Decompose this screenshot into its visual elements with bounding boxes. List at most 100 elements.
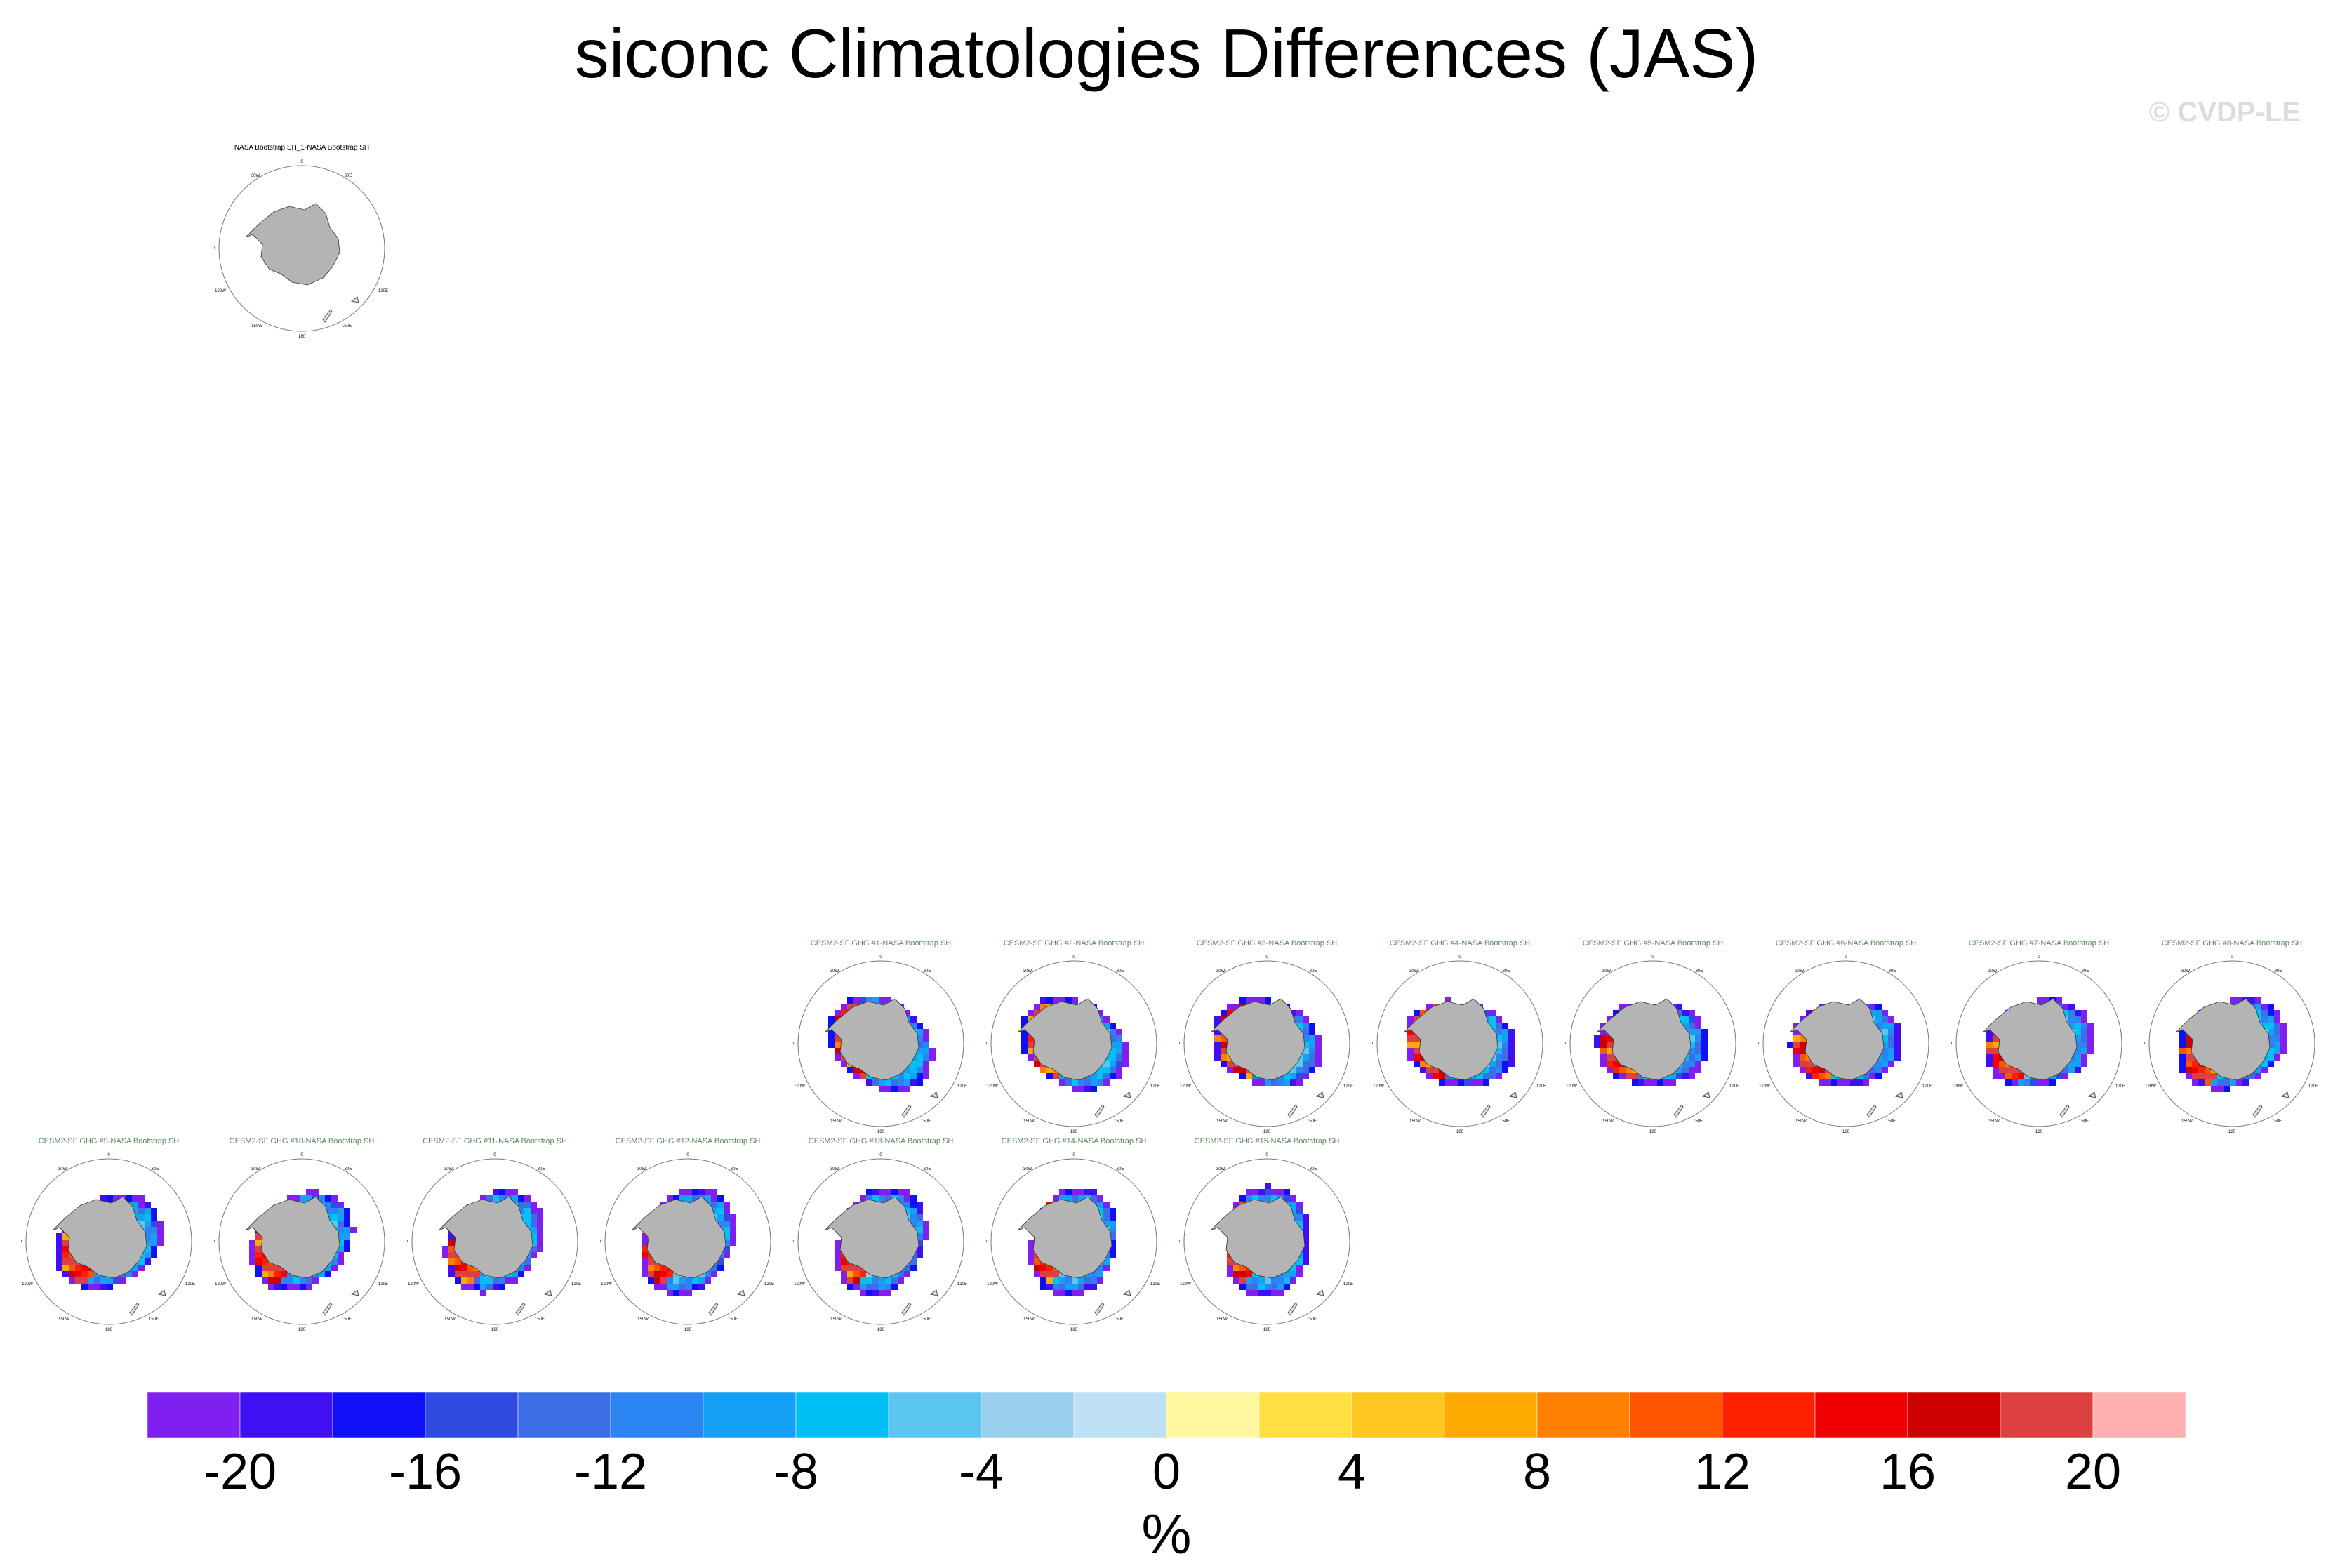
sic-diff-cell [306,1277,312,1284]
sic-diff-cell [667,1195,673,1202]
sic-diff-cell [1632,1079,1638,1086]
colorbar-segment [239,1392,333,1439]
sic-diff-cell [1502,1042,1508,1048]
sic-diff-cell [1875,1073,1882,1079]
panel-title: CESM2-SF GHG #11-NASA Bootstrap SH [423,1137,567,1145]
antarctica-land [1017,998,1112,1081]
south-america-land [1570,961,1594,975]
lon-label: 0 [107,1153,110,1157]
sic-diff-cell [1882,1061,1888,1067]
sic-diff-cell [1303,1061,1309,1067]
sic-diff-cell [1277,1284,1284,1290]
sic-diff-cell [338,1208,344,1214]
sic-diff-cell [1502,1029,1508,1035]
sic-diff-cell [917,1221,923,1227]
sic-diff-cell [1502,1035,1508,1042]
sic-diff-cell [667,1284,673,1290]
sic-diff-cell [145,1258,151,1265]
south-america-land [798,1159,822,1173]
sic-diff-cell [338,1233,344,1240]
sic-diff-cell [113,1195,119,1202]
sic-diff-cell [62,1271,69,1277]
sic-diff-cell [1021,1029,1028,1035]
sic-diff-cell [860,1073,866,1079]
sic-diff-cell [274,1277,281,1284]
lon-label: 150E [2272,1119,2282,1124]
sic-diff-cell [1277,1189,1284,1195]
sic-diff-cell [537,1246,543,1252]
sic-diff-cell [679,1284,686,1290]
panel-title: CESM2-SF GHG #1-NASA Bootstrap SH [810,939,952,948]
sic-diff-cell [1116,1042,1122,1048]
lon-label: 30W [1216,969,1225,974]
sic-diff-cell [344,1227,350,1233]
lon-label: 0 [879,955,882,959]
sic-diff-cell [1426,1067,1433,1073]
lon-label: 180 [105,1328,113,1332]
sic-diff-cell [1315,1054,1322,1061]
sic-diff-cell [1046,1271,1053,1277]
sic-diff-cell [1290,1265,1296,1271]
sic-diff-cell [1059,1195,1065,1202]
sic-diff-cell [730,1227,736,1233]
sic-diff-cell [1689,1048,1695,1054]
sic-diff-cell [1315,1048,1322,1054]
sic-diff-cell [75,1265,81,1271]
lon-label: 120E [1536,1084,1546,1089]
sic-diff-cell [1888,1029,1894,1035]
sic-diff-cell [1246,1073,1252,1079]
sic-diff-cell [1682,1073,1689,1079]
lon-label: 30W [251,1167,260,1171]
sic-diff-cell [1040,1284,1046,1290]
sic-diff-cell [138,1202,145,1208]
sic-diff-cell [1303,1252,1309,1258]
sic-diff-cell [461,1265,467,1271]
antarctica-land [1017,1196,1112,1279]
sic-diff-cell [2179,1029,2186,1035]
sic-diff-cell [1290,1073,1296,1079]
sic-diff-cell [1496,1016,1502,1023]
sic-diff-cell [1103,1265,1110,1271]
sic-diff-cell [1028,1035,1034,1042]
sic-diff-cell [1420,1067,1426,1073]
sic-diff-cell [2179,1054,2186,1061]
lon-label: 90W [793,1240,795,1244]
sic-diff-cell [1806,1010,1812,1016]
sic-diff-cell [1097,1277,1103,1284]
sic-diff-cell [145,1233,151,1240]
new-zealand-land [322,309,333,323]
sic-diff-cell [537,1208,543,1214]
sic-diff-cell [1040,1271,1046,1277]
sic-diff-cell [885,1079,891,1086]
sic-diff-cell [94,1284,100,1290]
sic-diff-cell [898,1195,904,1202]
sic-diff-cell [2255,1004,2261,1010]
sic-diff-cell [1097,1067,1103,1073]
colorbar-tick-label: -4 [959,1444,1004,1500]
lon-label: 180 [491,1328,499,1332]
sic-diff-cell [866,1079,872,1086]
antarctica-land [2175,998,2271,1081]
sic-diff-cell [249,1246,255,1252]
sic-diff-cell [1214,1048,1221,1054]
lon-label: 150E [1886,1119,1896,1124]
sic-diff-cell [300,1277,306,1284]
lon-label: 180 [1649,1130,1657,1134]
south-america-land [2149,961,2173,975]
sic-diff-cell [860,997,866,1004]
sic-diff-cell [866,1195,872,1202]
sic-diff-cell [255,1252,262,1258]
sic-diff-cell [1613,1067,1619,1073]
lon-label: 120E [378,289,388,293]
sic-diff-cell [2268,1061,2274,1067]
sic-diff-cell [1414,1048,1420,1054]
colorbar-tick-label: 12 [1694,1444,1750,1500]
sic-diff-cell [717,1214,724,1221]
sic-diff-cell [1040,997,1046,1004]
sic-diff-cell [1508,1054,1515,1061]
lon-label: 30E [924,1167,931,1171]
sic-diff-cell [1869,1073,1875,1079]
lon-label: 150W [2181,1119,2193,1124]
sic-diff-cell [1110,1029,1116,1035]
sic-diff-cell [1078,1195,1084,1202]
